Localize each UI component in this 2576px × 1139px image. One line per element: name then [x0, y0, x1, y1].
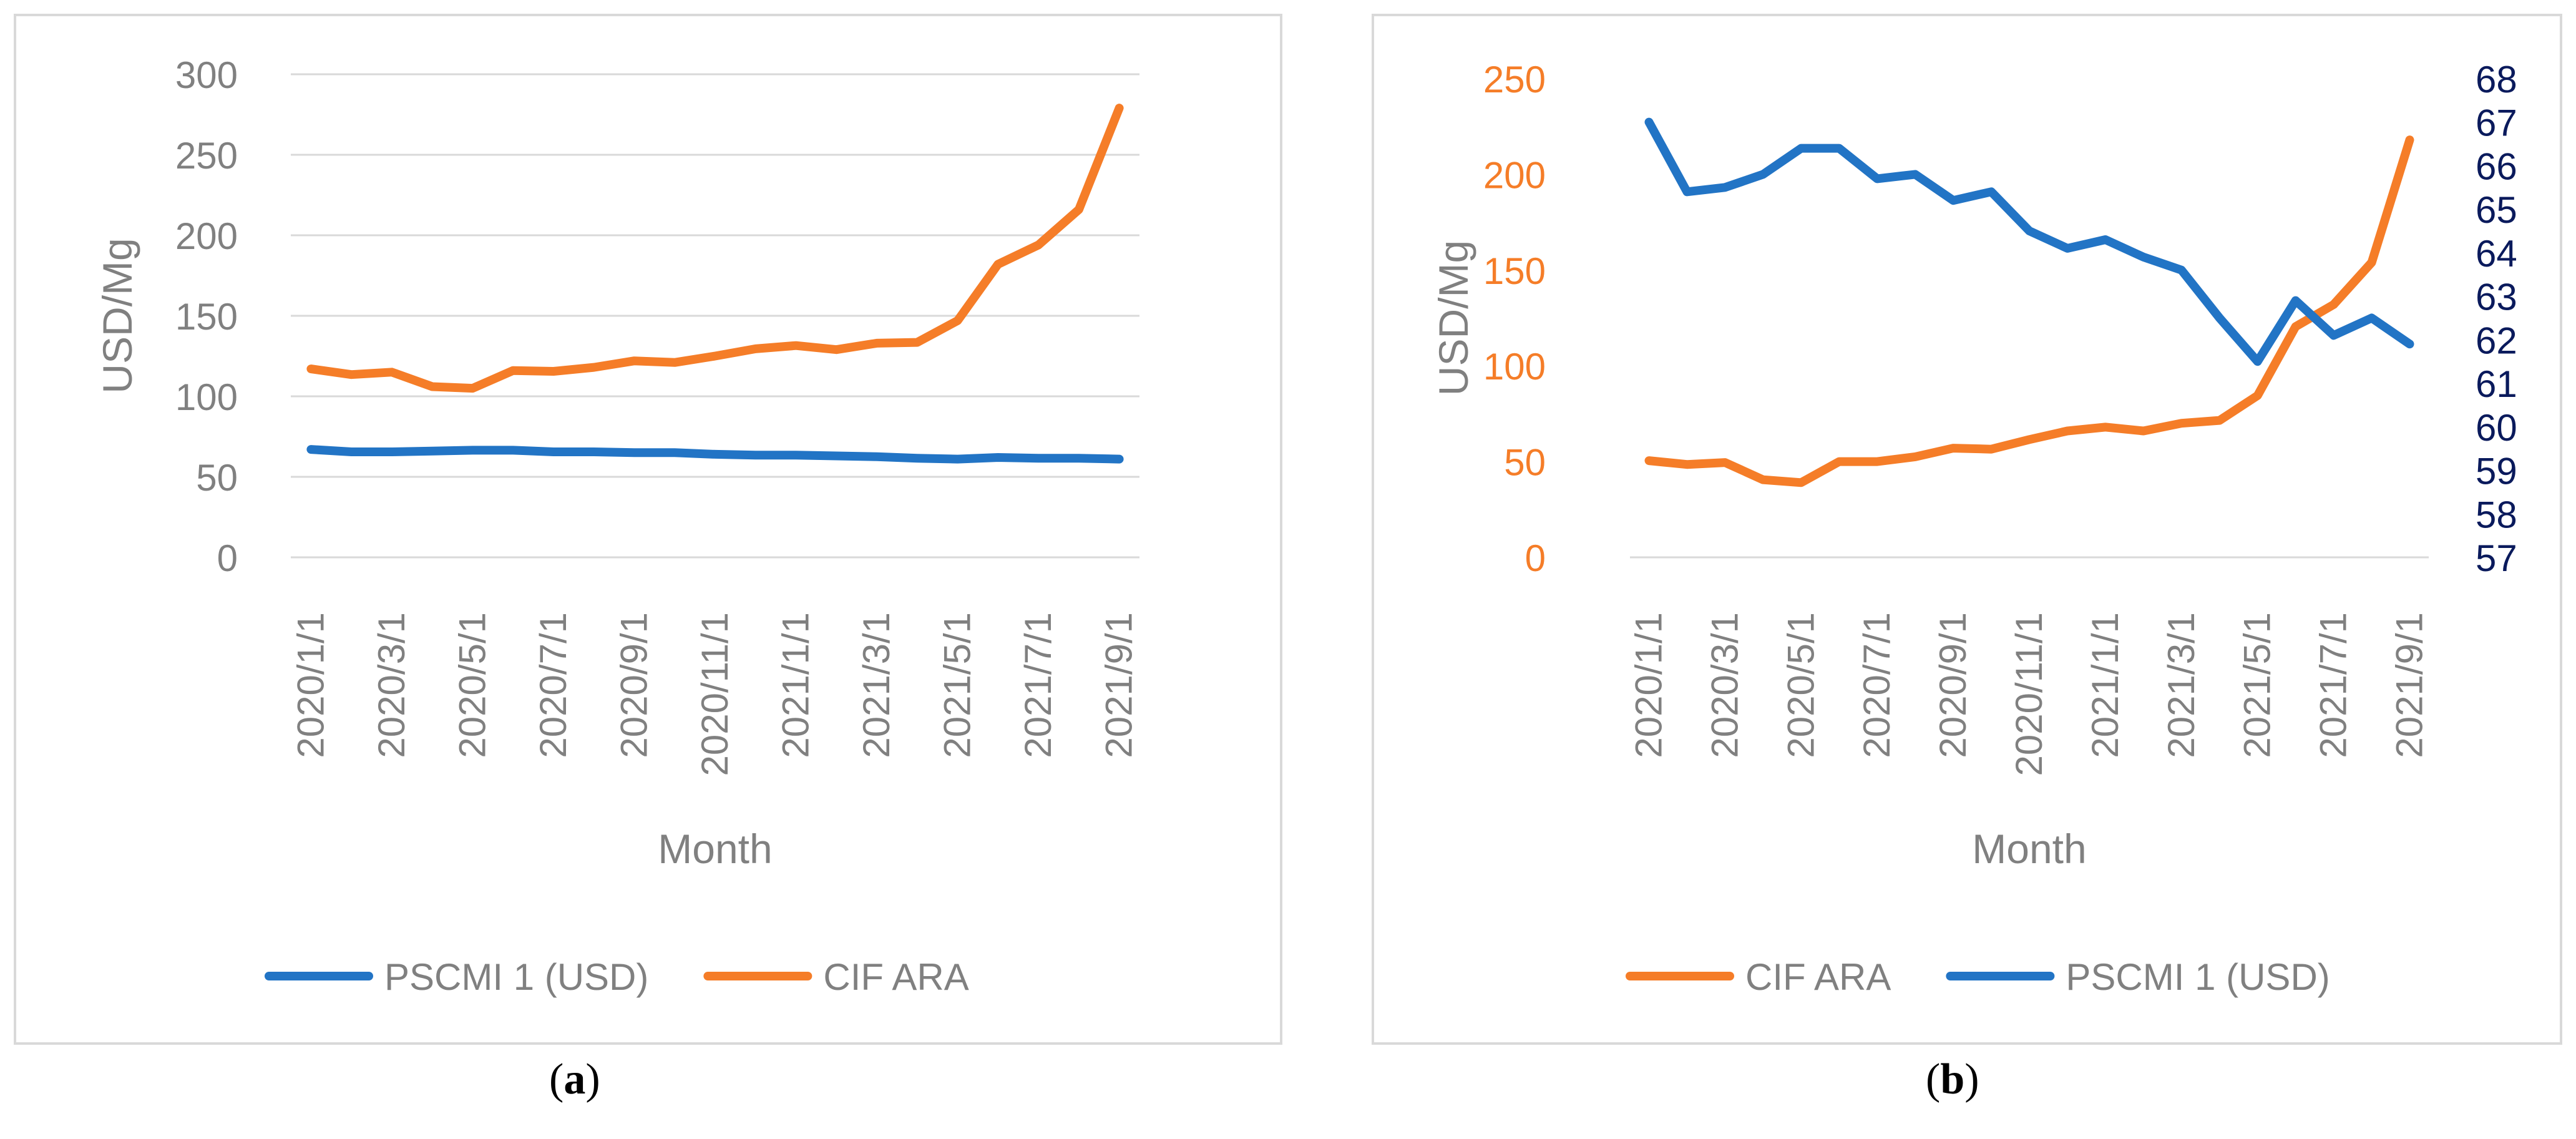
y-tick-label: 300: [175, 54, 238, 96]
y2-tick-label: 67: [2476, 102, 2517, 144]
y2-tick-label: 57: [2476, 537, 2517, 579]
series-line-cif-ara: [1644, 135, 2414, 487]
x-tick-label: 2020/11/1: [694, 612, 736, 776]
y2-tick-label: 61: [2476, 363, 2517, 405]
x-tick-label: 2020/5/1: [1780, 612, 1822, 758]
chart-panel-b: 0 50 100 150 200 250 57 58 59 60 61 62 63 64 65 66 67 68 2…: [1372, 14, 2562, 1045]
x-tick-label: 2021/7/1: [1017, 612, 1059, 758]
chart-panel-a: 0 50 100 150 200 250 300 2020/1/1 2020/3/1 2020/5…: [14, 14, 1282, 1045]
x-tick-label: 2020/7/1: [1856, 612, 1898, 758]
caption-a: (a): [549, 1055, 600, 1103]
y-tick-label: 50: [196, 457, 238, 499]
x-tick-label: 2020/9/1: [1932, 612, 1974, 758]
y-tick-label: 250: [175, 135, 238, 177]
x-tick-label: 2020/11/1: [2008, 612, 2050, 776]
y2-tick-label: 68: [2476, 59, 2517, 100]
y-tick-label: 100: [1483, 346, 1546, 388]
y2-tick-label: 63: [2476, 276, 2517, 318]
legend-label-cif-ara: CIF ARA: [823, 956, 968, 998]
x-tick-label: 2020/7/1: [532, 612, 574, 758]
y-tick-label: 150: [1483, 250, 1546, 292]
x-tick-label: 2020/3/1: [1704, 612, 1745, 758]
x-tick-label: 2021/7/1: [2313, 612, 2354, 758]
y2-tick-label: 62: [2476, 320, 2517, 361]
x-tick-label: 2021/9/1: [2389, 612, 2431, 758]
caption-b-letter: b: [1940, 1055, 1965, 1103]
y2-tick-label: 65: [2476, 189, 2517, 231]
y-tick-label: 150: [175, 296, 238, 338]
x-tick-label: 2021/1/1: [2084, 612, 2126, 758]
x-tick-label: 2021/5/1: [937, 612, 978, 758]
x-axis-title: Month: [1972, 826, 2086, 872]
caption-b: (b): [1926, 1055, 1979, 1103]
y2-tick-label: 58: [2476, 494, 2517, 535]
y2-tick-label: 64: [2476, 233, 2517, 275]
y2-tick-label: 66: [2476, 145, 2517, 187]
x-tick-label: 2021/3/1: [856, 612, 897, 758]
y-tick-label: 200: [1483, 154, 1546, 196]
y-tick-label: 0: [217, 537, 238, 579]
legend-label-pscmi-1-usd: PSCMI 1 (USD): [384, 956, 648, 998]
y-axis-title: USD/Mg: [94, 238, 140, 393]
y-tick-label: 100: [175, 376, 238, 418]
caption-a-letter: a: [564, 1055, 586, 1103]
x-tick-label: 2020/3/1: [371, 612, 412, 758]
x-tick-label: 2021/5/1: [2237, 612, 2278, 758]
x-tick-label: 2021/9/1: [1098, 612, 1140, 758]
y-tick-label: 50: [1504, 442, 1546, 484]
y2-tick-label: 60: [2476, 407, 2517, 449]
y-tick-label: 0: [1525, 537, 1546, 579]
series-line-pscmi-1-usd: [1644, 117, 2414, 366]
legend-label-cif-ara: CIF ARA: [1745, 956, 1891, 998]
x-tick-label: 2020/1/1: [1627, 612, 1669, 758]
x-tick-label: 2020/5/1: [451, 612, 493, 758]
y-tick-label: 200: [175, 215, 238, 257]
x-tick-label: 2020/1/1: [290, 612, 331, 758]
x-axis-title: Month: [658, 826, 772, 872]
x-tick-label: 2021/1/1: [775, 612, 817, 758]
series-line-pscmi-1-usd: [306, 445, 1124, 464]
y2-tick-label: 59: [2476, 451, 2517, 492]
legend-label-pscmi-1-usd: PSCMI 1 (USD): [2066, 956, 2330, 998]
x-tick-label: 2021/3/1: [2160, 612, 2202, 758]
x-tick-label: 2020/9/1: [613, 612, 655, 758]
y-axis-title: USD/Mg: [1430, 240, 1476, 396]
chart-a: 0 50 100 150 200 250 300 2020/1/1 2020/3/1 2020/5…: [94, 54, 1140, 998]
y-tick-label: 250: [1483, 59, 1546, 100]
series-line-cif-ara: [306, 104, 1124, 393]
